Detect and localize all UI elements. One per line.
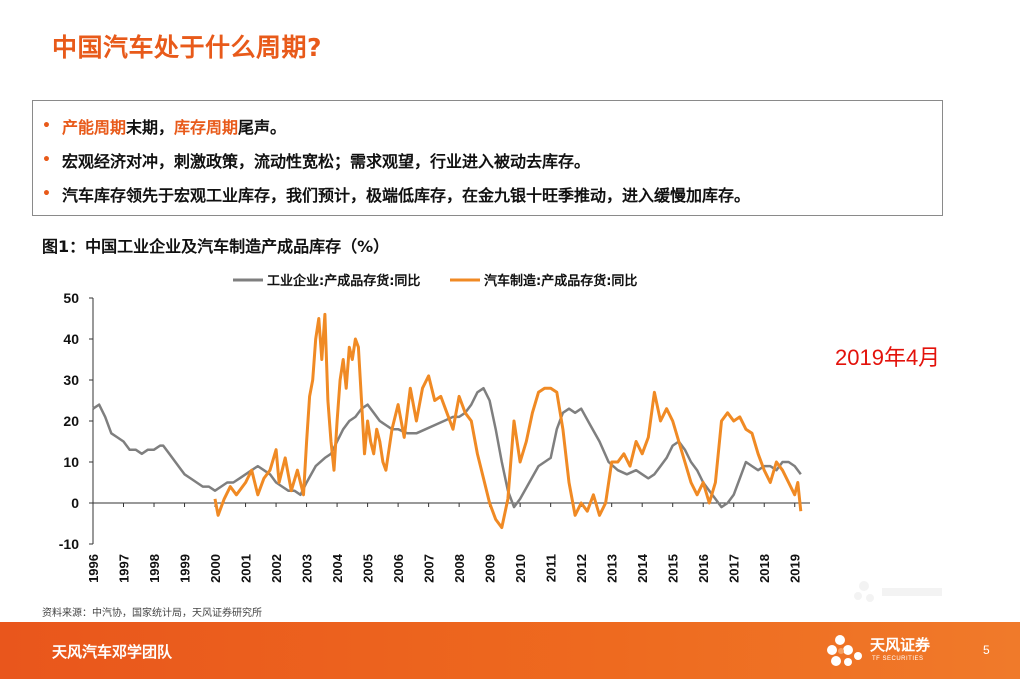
summary-bullets-box: • 产能周期 末期， 库存周期 尾声。 • 宏观经济对冲，刺激政策，流动性宽松；需求观望，行… xyxy=(32,100,943,216)
y-tick-label: 0 xyxy=(71,495,79,511)
x-tick-label: 2012 xyxy=(574,554,589,583)
chart-svg: -10 0 10 20 30 40 50 1996 1997 1998 1999 2000 2001 20… xyxy=(59,273,810,583)
bullet-text: 汽车库存领先于宏观工业库存，我们预计，极端低库存，在金九银十旺季推动，进入缓慢加… xyxy=(62,186,751,205)
legend-label: 汽车制造:产成品存货:同比 xyxy=(484,273,637,289)
x-tick-label: 2014 xyxy=(635,553,650,583)
footer-brand-en: TF SECURITIES xyxy=(872,656,924,662)
tf-flower-logo-icon xyxy=(827,635,862,666)
bullet-highlight-text: 库存周期 xyxy=(174,118,239,137)
footer-bar: 天风汽车邓学团队 天风证券 TF SECURITIES 5 xyxy=(0,622,1020,679)
legend-label: 工业企业:产成品存货:同比 xyxy=(267,273,420,289)
x-tick-label: 2007 xyxy=(422,554,437,583)
footer-brand: 天风证券 xyxy=(870,636,931,654)
bullet-item: • 宏观经济对冲，刺激政策，流动性宽松；需求观望，行业进入被动去库存。 xyxy=(42,143,942,177)
x-tick-label: 2003 xyxy=(300,554,315,583)
inventory-line-chart: -10 0 10 20 30 40 50 1996 1997 1998 1999 2000 2001 20… xyxy=(20,262,820,592)
bullet-item: • 产能周期 末期， 库存周期 尾声。 xyxy=(42,109,942,143)
x-tick-label: 2019 xyxy=(788,554,803,583)
bullet-text: 尾声。 xyxy=(238,118,287,137)
y-tick-label: 30 xyxy=(63,372,79,388)
x-tick-label: 2017 xyxy=(727,554,742,583)
y-tick-label: 20 xyxy=(63,413,79,429)
x-tick-label: 2001 xyxy=(239,554,254,583)
watermark-logo xyxy=(854,581,942,602)
x-tick-label: 1998 xyxy=(147,554,162,583)
y-tick-label: 50 xyxy=(63,290,79,306)
x-tick-label: 2004 xyxy=(330,553,345,583)
x-tick-label: 2018 xyxy=(757,554,772,583)
series-line-auto xyxy=(213,312,803,530)
page-number: 5 xyxy=(983,643,990,657)
bullet-marker: • xyxy=(42,152,51,168)
x-tick-label: 2009 xyxy=(483,554,498,583)
x-tick-label: 1997 xyxy=(117,554,132,583)
x-tick-label: 2006 xyxy=(391,554,406,583)
x-tick-label: 2008 xyxy=(452,554,467,583)
slide-title: 中国汽车处于什么周期? xyxy=(52,33,323,62)
bullet-item: • 汽车库存领先于宏观工业库存，我们预计，极端低库存，在金九银十旺季推动，进入缓慢… xyxy=(42,177,942,211)
x-tick-label: 2010 xyxy=(513,554,528,583)
y-tick-label: 40 xyxy=(63,331,79,347)
x-tick-label: 2016 xyxy=(696,554,711,583)
footer-team: 天风汽车邓学团队 xyxy=(52,643,173,661)
x-tick-label: 2000 xyxy=(208,554,223,583)
x-tick-label: 2002 xyxy=(269,554,284,583)
series-line-industrial xyxy=(92,386,802,509)
bullet-marker: • xyxy=(42,186,51,202)
x-tick-label: 1999 xyxy=(178,554,193,583)
y-tick-label: -10 xyxy=(59,536,79,552)
x-tick-label: 2011 xyxy=(544,554,559,582)
x-tick-label: 2015 xyxy=(666,554,681,583)
bullet-text: 宏观经济对冲，刺激政策，流动性宽松；需求观望，行业进入被动去库存。 xyxy=(62,152,591,171)
x-tick-label: 2013 xyxy=(605,554,620,583)
bullet-marker: • xyxy=(42,118,51,134)
figure-caption: 图1：中国工业企业及汽车制造产成品库存（%） xyxy=(42,237,390,256)
y-tick-label: 10 xyxy=(63,454,79,470)
bullet-text: 末期， xyxy=(126,118,175,137)
source-note: 资料来源：中汽协，国家统计局，天风证券研究所 xyxy=(42,608,262,619)
date-annotation: 2019年4月 xyxy=(835,345,941,370)
x-tick-label: 2005 xyxy=(361,554,376,583)
x-tick-label: 1996 xyxy=(86,554,101,583)
bullet-highlight-text: 产能周期 xyxy=(62,118,127,137)
